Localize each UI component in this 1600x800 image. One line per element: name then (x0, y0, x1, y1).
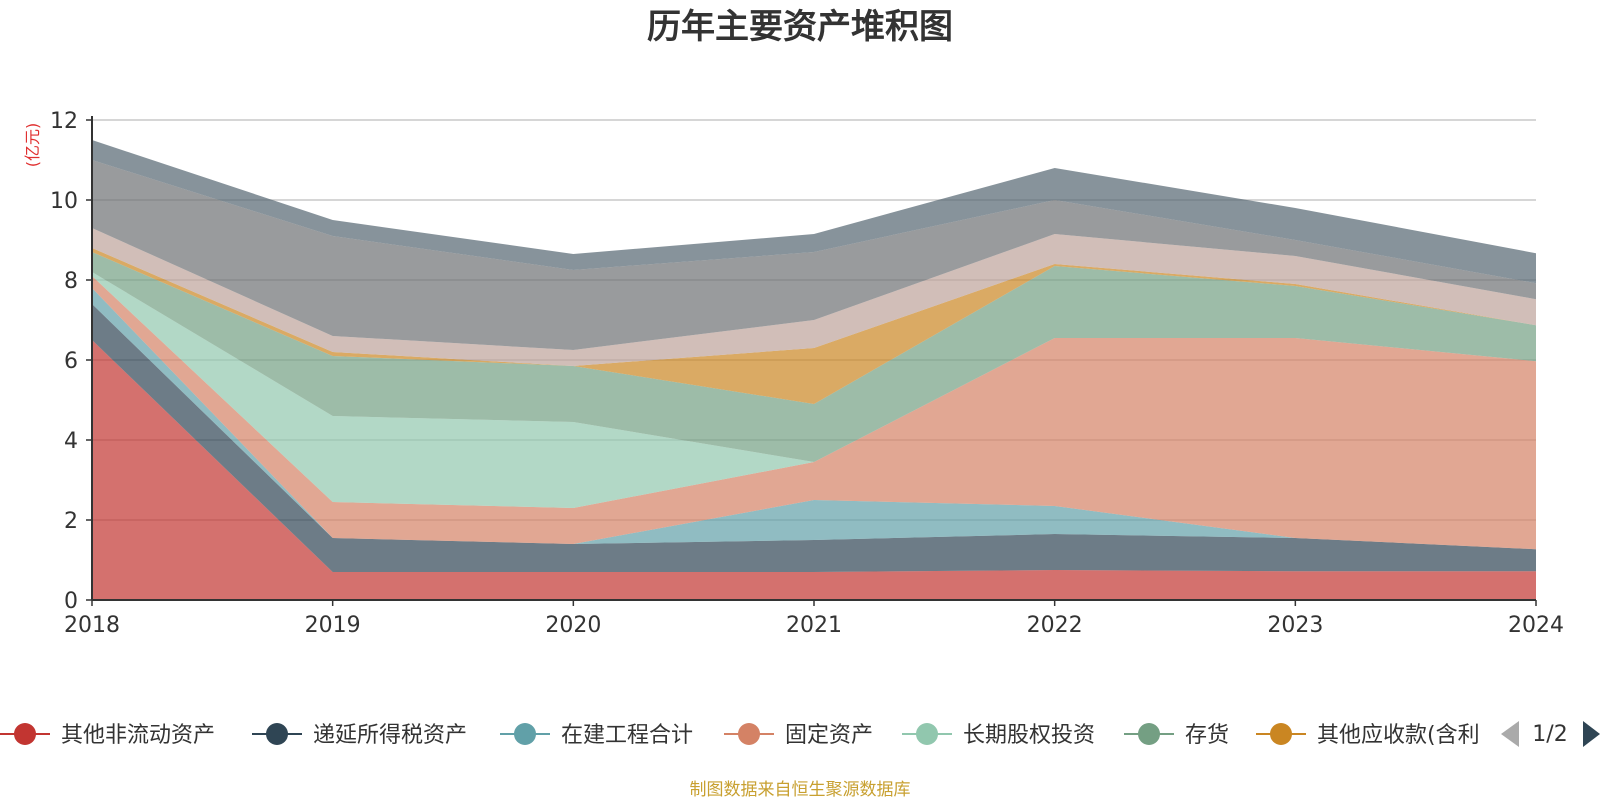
legend-item[interactable]: 递延所得税资产 (252, 723, 467, 748)
legend-item[interactable]: 其他应收款(含利 (1256, 723, 1480, 748)
legend-label: 其他应收款(含利 (1317, 723, 1480, 748)
y-tick-label: 10 (50, 189, 78, 214)
data-source-note: 制图数据来自恒生聚源数据库 (690, 780, 911, 800)
legend-label: 在建工程合计 (561, 723, 693, 748)
area-其他非流动资产 (92, 340, 1536, 600)
chart-title: 历年主要资产堆积图 (647, 7, 953, 47)
x-tick-label: 2020 (545, 613, 601, 638)
x-tick-label: 2019 (305, 613, 361, 638)
area-其他应收款(含利息和股利) (92, 248, 1536, 404)
area-递延所得税资产 (92, 304, 1536, 572)
legend-marker (266, 723, 288, 745)
triangle-left-icon[interactable] (1501, 721, 1519, 747)
y-tick-label: 2 (64, 509, 78, 534)
legend-item[interactable]: 其他非流动资产 (0, 723, 215, 748)
x-tick-label: 2024 (1508, 613, 1564, 638)
legend-item[interactable]: 存货 (1124, 723, 1229, 748)
legend-item[interactable]: 长期股权投资 (902, 723, 1095, 748)
y-tick-label: 12 (50, 109, 78, 134)
y-tick-label: 0 (64, 589, 78, 614)
legend-label: 长期股权投资 (963, 723, 1095, 748)
area-长期股权投资 (92, 272, 1536, 508)
legend-marker (916, 723, 938, 745)
x-tick-label: 2018 (64, 613, 120, 638)
legend[interactable]: 其他非流动资产 递延所得税资产 在建工程合计 固定资产 长期股权投资 存货 其他应收款(含利… (0, 708, 1600, 760)
legend-label: 存货 (1185, 723, 1229, 748)
area-其他系列C (92, 140, 1536, 284)
y-axis-unit: (亿元) (23, 123, 42, 168)
y-tick-label: 8 (64, 269, 78, 294)
area-series[interactable] (92, 140, 1536, 600)
axes: 0 2 4 6 8 10 12 2018 2019 2020 2021 2022 2023 2024 (50, 109, 1564, 638)
legend-marker (1270, 723, 1292, 745)
legend-label: 其他非流动资产 (61, 723, 215, 748)
area-存货 (92, 252, 1536, 462)
x-tick-label: 2021 (786, 613, 842, 638)
legend-marker (738, 723, 760, 745)
legend-item[interactable]: 固定资产 (724, 723, 873, 748)
y-tick-label: 4 (64, 429, 78, 454)
legend-page-indicator: 1/2 (1532, 722, 1567, 747)
legend-item[interactable]: 在建工程合计 (500, 723, 693, 748)
legend-marker (14, 723, 36, 745)
y-tick-label: 6 (64, 349, 78, 374)
legend-marker (514, 723, 536, 745)
area-固定资产 (92, 276, 1536, 550)
area-其他系列A (92, 228, 1536, 366)
x-tick-label: 2022 (1027, 613, 1083, 638)
area-其他系列B (92, 160, 1536, 350)
triangle-right-icon[interactable] (1583, 721, 1600, 747)
legend-label: 固定资产 (785, 723, 873, 748)
legend-label: 递延所得税资产 (313, 723, 467, 748)
legend-marker (1138, 723, 1160, 745)
x-tick-label: 2023 (1267, 613, 1323, 638)
